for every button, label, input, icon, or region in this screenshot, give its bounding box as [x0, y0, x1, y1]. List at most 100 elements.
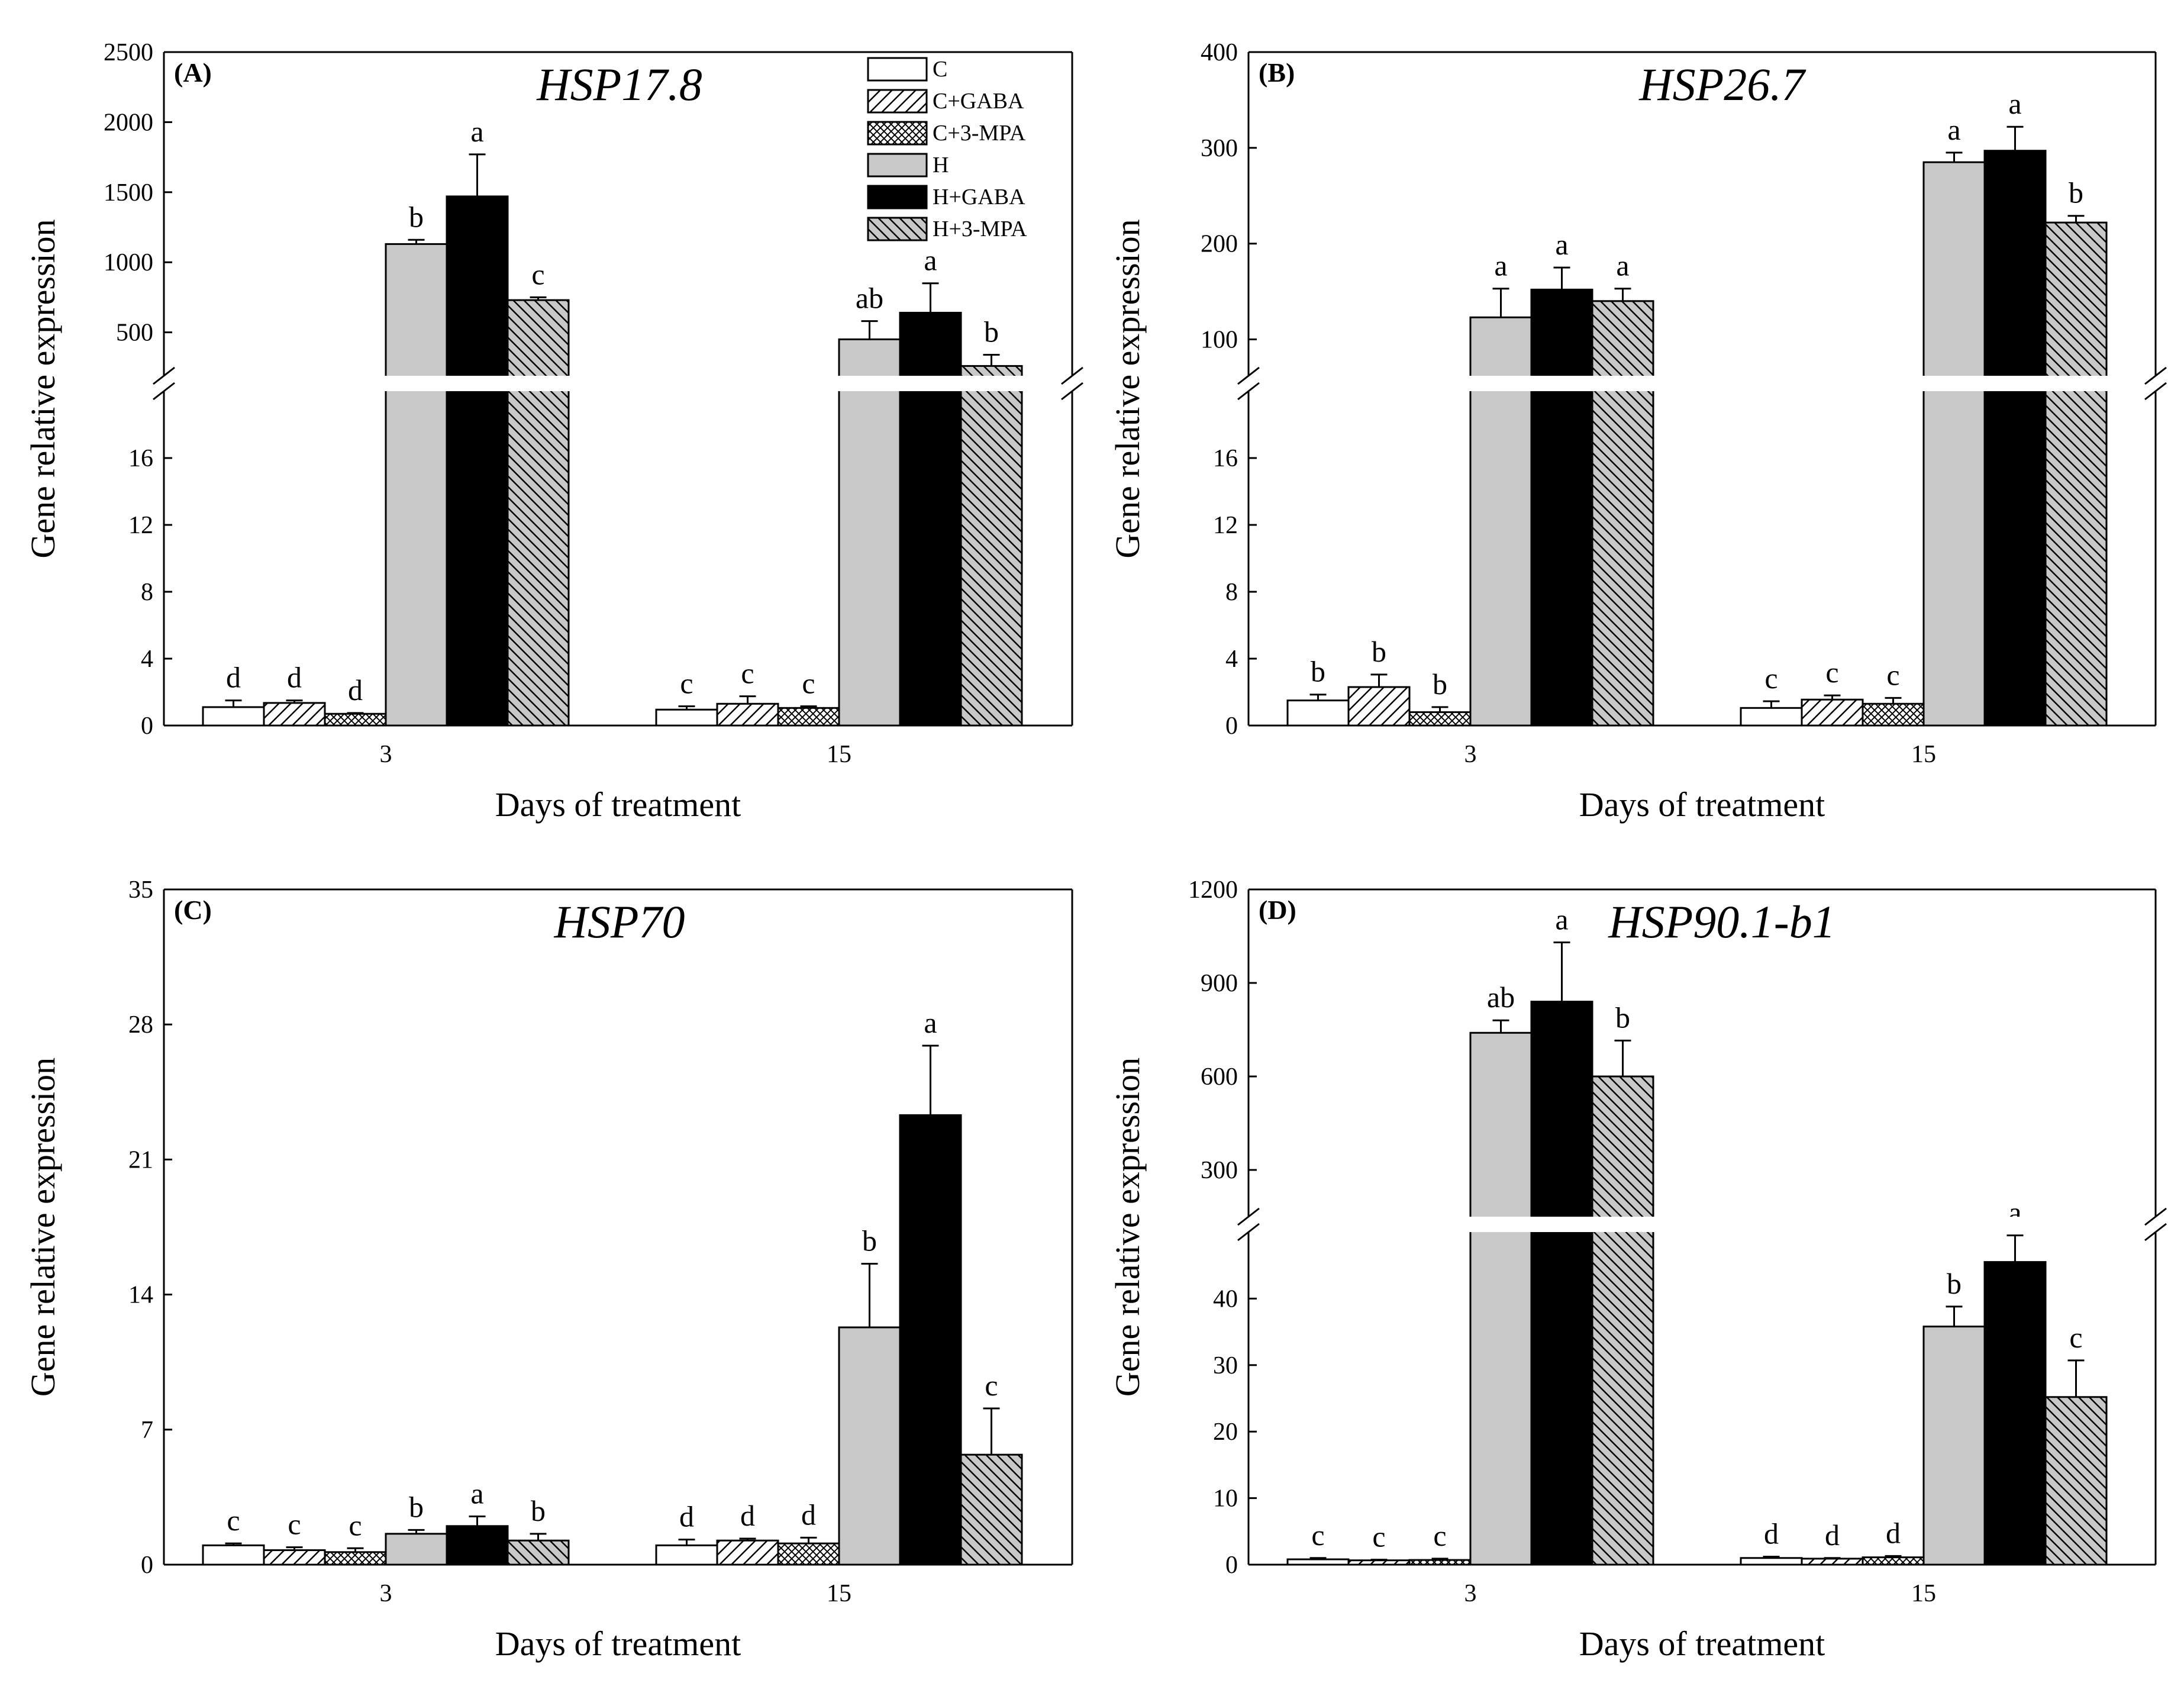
- error-bar-c-day-15: [1763, 700, 1780, 708]
- error-bar-c-3-mpa-day-3: [347, 1547, 364, 1552]
- bar-c-gaba-day-3: [263, 702, 326, 727]
- axis-break-band: [1225, 376, 2179, 391]
- error-bar-c-day-3: [1309, 694, 1327, 701]
- significance-letter: b: [409, 1490, 424, 1523]
- error-bar-h-gaba-day-3: [469, 153, 486, 196]
- gene-title: HSP90.1-b1: [1608, 896, 1835, 947]
- error-bar-c-gaba-day-3: [286, 1546, 303, 1550]
- bar-h-3-mpa-day-3: [1591, 300, 1654, 727]
- bar-h-3-mpa-day-15: [2044, 1396, 2108, 1566]
- panel-c-hsp70: c d c d c d b b a a b c 0 7 14 21 28 35 3 15 Days of treatme…: [24, 876, 1073, 1663]
- y-tick-label: 16: [1213, 445, 1238, 472]
- significance-letter: c: [1825, 656, 1838, 689]
- bar-h-gaba-day-15: [899, 311, 962, 727]
- error-bar-h-day-3: [1492, 1019, 1509, 1033]
- y-tick-label: 2500: [104, 39, 153, 66]
- y-tick-label: 4: [1225, 646, 1238, 673]
- significance-letter: c: [1886, 658, 1899, 691]
- x-tick-label: 3: [1464, 741, 1477, 768]
- gene-title: HSP17.8: [536, 59, 702, 110]
- y-tick-label: 8: [1225, 579, 1238, 606]
- y-tick-label: 500: [116, 320, 153, 347]
- significance-letter: c: [985, 1369, 998, 1402]
- significance-letter: ab: [1487, 981, 1515, 1014]
- bar-c-3-mpa-day-3: [1408, 711, 1472, 727]
- bar-h-3-mpa-day-3: [1591, 1075, 1654, 1566]
- error-bar-h-gaba-day-3: [1553, 266, 1570, 290]
- bar-h-3-mpa-day-15: [2044, 221, 2108, 727]
- y-tick-label: 300: [1201, 135, 1238, 162]
- significance-letter: d: [1764, 1517, 1779, 1550]
- panel-a-hsp17-8: d c d c d c b ab a a c b 0 4 8 12 16 500 1000 1500 2000 2500 3…: [24, 39, 1096, 824]
- bar-c-3-mpa-day-15: [777, 707, 840, 727]
- bar-c-gaba-day-15: [1801, 698, 1864, 727]
- significance-letter: b: [984, 315, 999, 348]
- bar-c-gaba-day-15: [1801, 1558, 1864, 1566]
- error-bar-c-3-mpa-day-3: [1431, 706, 1449, 712]
- y-axis-title: Gene relative expression: [24, 219, 62, 558]
- y-tick-label: 600: [1201, 1063, 1238, 1091]
- error-bar-h-3-mpa-day-3: [530, 296, 547, 301]
- bar-c-day-3: [1286, 699, 1350, 727]
- error-bar-h-gaba-day-3: [1553, 942, 1570, 1002]
- y-axis-title: Gene relative expression: [24, 1057, 62, 1397]
- error-bar-c-gaba-day-15: [1824, 694, 1841, 700]
- panel-b-hsp26-7: b c b c b c a a a a a b 0 4 8 12 16 100 200 300 400 3 15 Days o…: [1108, 39, 2179, 824]
- error-bar-h-gaba-day-15: [922, 1044, 939, 1115]
- y-tick-label: 300: [1201, 1157, 1238, 1184]
- y-tick-label: 0: [1225, 712, 1238, 740]
- error-bar-h-3-mpa-day-15: [983, 1407, 1000, 1455]
- error-bar-h-day-15: [861, 320, 878, 340]
- bar-h-gaba-day-3: [1530, 288, 1593, 727]
- error-bar-c-day-3: [225, 699, 242, 707]
- significance-letter: c: [288, 1508, 301, 1541]
- y-tick-label: 21: [128, 1146, 153, 1173]
- panel-label: (A): [174, 57, 212, 88]
- error-bar-h-gaba-day-15: [2006, 1234, 2024, 1262]
- significance-letter: b: [862, 1224, 877, 1257]
- y-tick-label: 0: [141, 1552, 153, 1579]
- significance-letter: c: [1433, 1519, 1446, 1552]
- x-tick-label: 15: [1911, 1580, 1936, 1607]
- significance-letter: d: [1825, 1518, 1840, 1552]
- significance-letter: d: [348, 673, 363, 707]
- legend-label-h: H: [933, 153, 949, 178]
- error-bar-c-3-mpa-day-15: [1885, 697, 1902, 704]
- significance-letter: ab: [856, 282, 883, 315]
- x-tick-label: 15: [1911, 741, 1936, 768]
- panel-label: (C): [174, 895, 212, 925]
- y-tick-label: 1200: [1188, 876, 1238, 904]
- significance-letter: c: [802, 667, 815, 700]
- error-bar-c-day-15: [678, 705, 695, 710]
- error-bar-h-day-3: [408, 238, 425, 244]
- significance-letter: d: [740, 1499, 755, 1532]
- y-tick-label: 8: [141, 579, 153, 606]
- x-tick-label: 3: [1464, 1580, 1477, 1607]
- error-bar-h-3-mpa-day-15: [2067, 1359, 2085, 1397]
- y-tick-label: 30: [1213, 1352, 1238, 1379]
- error-bar-c-day-3: [225, 1542, 242, 1546]
- error-bar-h-day-15: [1946, 1305, 1963, 1327]
- significance-letter: c: [741, 657, 754, 690]
- significance-letter: d: [679, 1500, 694, 1533]
- bar-h-day-3: [385, 1533, 448, 1566]
- significance-letter: b: [531, 1494, 546, 1527]
- x-tick-label: 15: [827, 741, 851, 768]
- bar-h-3-mpa-day-15: [960, 1453, 1023, 1566]
- x-tick-label: 3: [380, 1580, 392, 1607]
- error-bar-h-3-mpa-day-15: [2067, 215, 2085, 223]
- y-tick-label: 1500: [104, 179, 153, 207]
- bar-c-day-15: [1740, 707, 1803, 727]
- bar-c-3-mpa-day-15: [777, 1542, 840, 1566]
- bar-c-3-mpa-day-3: [324, 1551, 387, 1566]
- legend-swatch-c: [867, 57, 928, 82]
- error-bar-c-3-mpa-day-3: [347, 712, 364, 714]
- significance-letter: a: [2008, 87, 2021, 120]
- significance-letter: d: [287, 661, 302, 694]
- error-bar-h-gaba-day-15: [2006, 125, 2024, 151]
- bar-c-3-mpa-day-15: [1862, 1556, 1925, 1566]
- bar-c-day-15: [655, 708, 718, 727]
- bar-h-day-15: [838, 338, 901, 727]
- y-tick-label: 35: [128, 876, 153, 904]
